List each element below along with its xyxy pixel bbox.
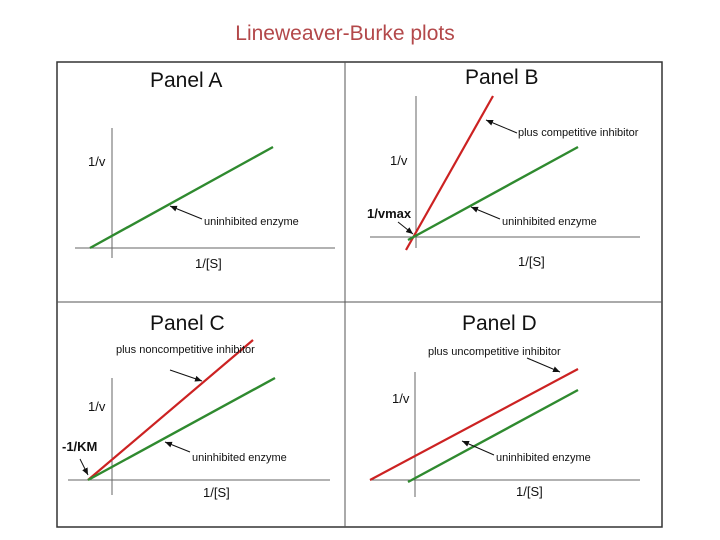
panel-b: Panel B 1/v 1/[S] 1/vmax plus competitiv…: [367, 66, 640, 269]
panel-c-inhibited-annotation-text: plus noncompetitive inhibitor: [116, 344, 255, 356]
panel-c-km-intercept-label: -1/KM: [62, 439, 97, 454]
panel-a-uninhibited-line: [89, 145, 274, 250]
panel-b-vmax-arrow: [397, 221, 414, 235]
panel-a: Panel A 1/v 1/[S] uninhibited enzyme: [75, 69, 335, 271]
panel-c-inhibited-line: [87, 339, 254, 481]
panel-b-y-axis-label: 1/v: [390, 153, 408, 168]
panel-d-inhibited-arrow: [526, 357, 561, 373]
panel-a-y-axis-label: 1/v: [88, 154, 106, 169]
panel-d-uninhibited-annotation: uninhibited enzyme: [496, 452, 591, 464]
panel-c-inhibited-annotation: plus noncompetitive inhibitor: [116, 344, 255, 356]
panel-a-title: Panel A: [150, 69, 222, 92]
main-title: Lineweaver-Burke plots: [235, 22, 455, 45]
panel-b-uninhibited-line: [407, 145, 579, 242]
panel-d-y-axis-label: 1/v: [392, 391, 410, 406]
panel-d-uninhibited-arrow: [461, 440, 495, 456]
panel-b-title: Panel B: [465, 66, 539, 89]
panel-d-title: Panel D: [462, 312, 537, 335]
panel-d-inhibited-annotation: plus uncompetitive inhibitor: [428, 346, 561, 358]
panel-a-uninhibited-annotation: uninhibited enzyme: [204, 216, 299, 228]
panel-a-x-axis-label: 1/[S]: [195, 256, 222, 271]
panel-c-uninhibited-line: [87, 376, 276, 482]
panel-c-uninhibited-annotation: uninhibited enzyme: [192, 452, 287, 464]
panel-d-inhibited-line: [369, 368, 579, 481]
panel-c-uninhibited-arrow: [164, 441, 191, 453]
panel-b-inhibited-arrow: [485, 119, 518, 134]
panel-d-x-axis-label: 1/[S]: [516, 484, 543, 499]
panel-c-x-axis-label: 1/[S]: [203, 485, 230, 500]
panel-c-title: Panel C: [150, 312, 225, 335]
panel-c-y-axis-label: 1/v: [88, 399, 106, 414]
panel-c-km-arrow: [79, 458, 89, 476]
panel-b-uninhibited-arrow: [470, 206, 501, 220]
panel-c-inhibited-arrow: [169, 369, 203, 382]
panel-b-uninhibited-annotation: uninhibited enzyme: [502, 216, 597, 228]
panel-b-x-axis-label: 1/[S]: [518, 254, 545, 269]
figure-frame: [56, 61, 663, 528]
panel-b-vmax-intercept-label: 1/vmax: [367, 206, 412, 221]
panel-b-inhibited-line: [405, 95, 494, 251]
panel-b-inhibited-annotation: plus competitive inhibitor: [518, 127, 639, 139]
panel-d: Panel D 1/v 1/[S] plus uncompetitive inh…: [369, 312, 640, 499]
panel-d-uninhibited-line: [407, 388, 579, 484]
panel-a-uninhibited-arrow: [169, 205, 203, 220]
panel-c: Panel C 1/v 1/[S] -1/KM plus noncompetit…: [62, 312, 330, 500]
